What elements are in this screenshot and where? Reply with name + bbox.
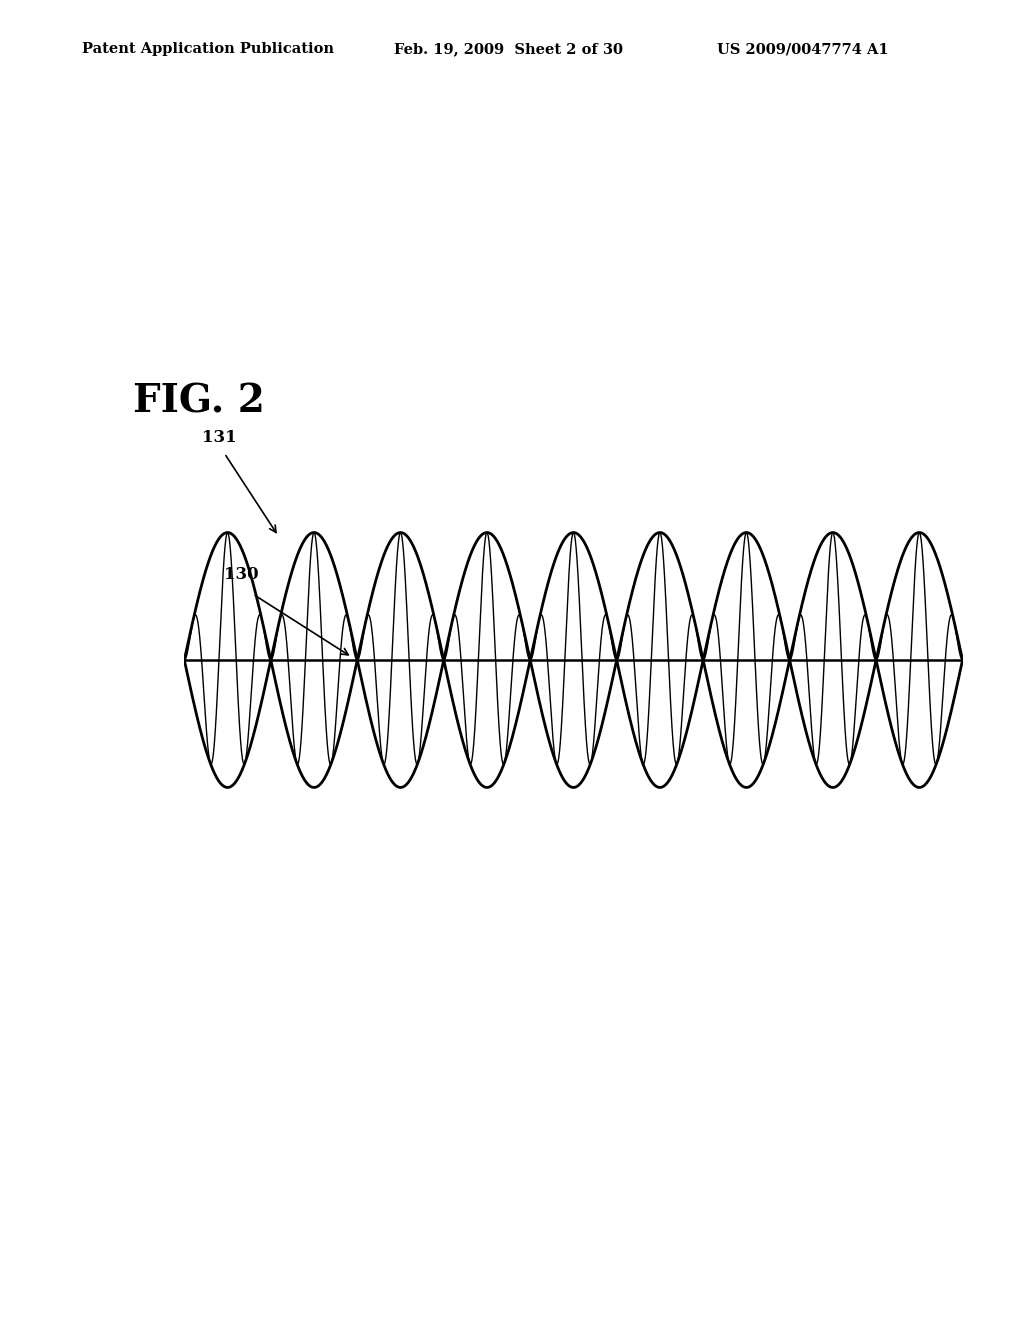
Text: FIG. 2: FIG. 2 — [133, 383, 265, 421]
Text: 131: 131 — [202, 429, 237, 446]
Text: 130: 130 — [224, 566, 259, 582]
Text: Patent Application Publication: Patent Application Publication — [82, 42, 334, 57]
Text: US 2009/0047774 A1: US 2009/0047774 A1 — [717, 42, 889, 57]
Text: Feb. 19, 2009  Sheet 2 of 30: Feb. 19, 2009 Sheet 2 of 30 — [394, 42, 624, 57]
